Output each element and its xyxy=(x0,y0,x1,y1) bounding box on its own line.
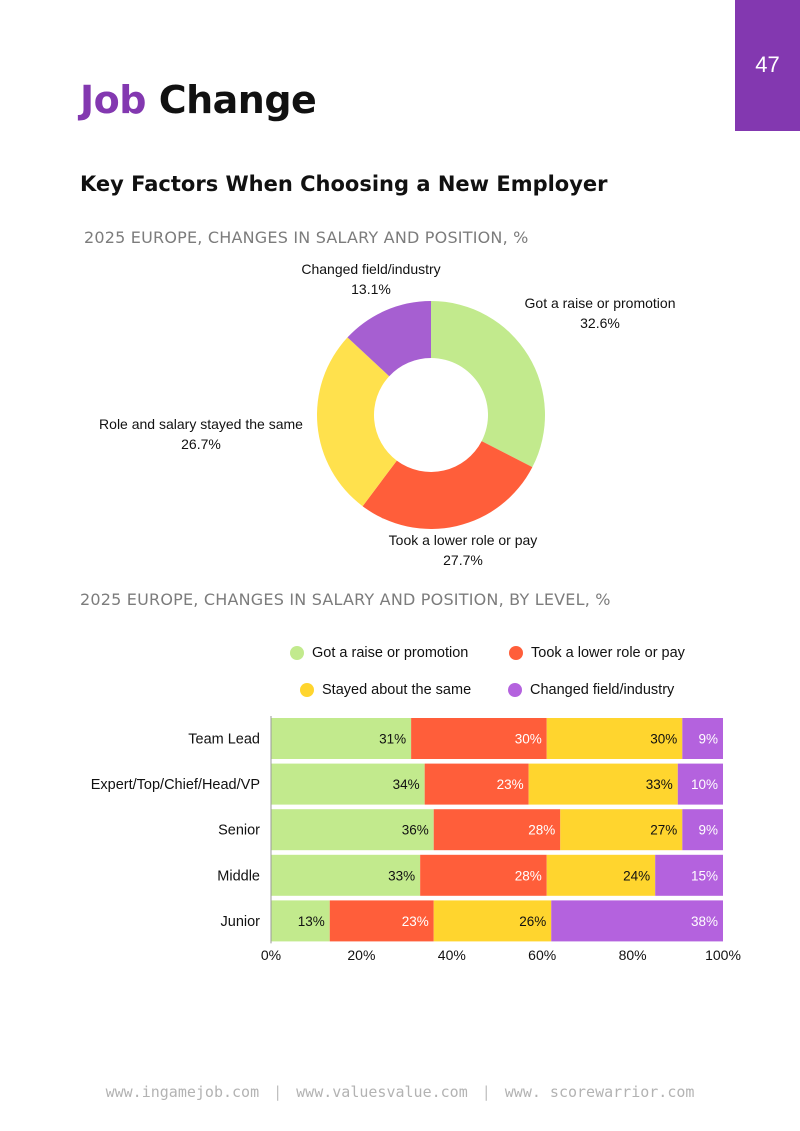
bar-segment-raise xyxy=(271,718,412,759)
bar-segment-changed xyxy=(677,763,723,805)
legend-item-same: Stayed about the same xyxy=(300,682,471,698)
x-tick-label: 20% xyxy=(347,947,375,963)
bar-segment-raise xyxy=(271,854,421,896)
legend-label-changed: Changed field/industry xyxy=(530,682,675,698)
bar-value-label: 10% xyxy=(691,777,718,792)
footer-link-ingamejob[interactable]: www.ingamejob.com xyxy=(105,1083,260,1101)
donut-value-raise: 32.6% xyxy=(580,315,620,331)
donut-slice-same xyxy=(317,337,397,507)
row-label: Team Lead xyxy=(188,732,260,748)
x-tick-label: 60% xyxy=(528,947,556,963)
bar-value-label: 23% xyxy=(497,777,524,792)
bar-segment-lower xyxy=(424,763,529,805)
footer-link-scorewarrior[interactable]: www. scorewarrior.com xyxy=(504,1083,695,1101)
bar-segment-lower xyxy=(411,718,547,759)
footer-separator: | xyxy=(273,1083,283,1101)
bar-segment-raise xyxy=(271,809,434,851)
bar-value-label: 28% xyxy=(528,823,555,838)
bar-segment-same xyxy=(546,718,683,759)
bar-segment-same xyxy=(560,809,683,851)
legend-dot-same-icon xyxy=(300,683,314,697)
row-label: Senior xyxy=(218,823,260,839)
bar-value-label: 30% xyxy=(650,732,677,747)
bar-segment-lower xyxy=(433,809,561,851)
bar-segment-same xyxy=(433,900,552,942)
donut-label-changed: Changed field/industry xyxy=(301,261,440,277)
bar-value-label: 33% xyxy=(388,868,415,883)
row-label: Expert/Top/Chief/Head/VP xyxy=(91,777,260,793)
legend-item-changed: Changed field/industry xyxy=(508,682,674,698)
page-number-tab: 47 xyxy=(735,0,800,131)
donut-value-same: 26.7% xyxy=(181,436,221,452)
bar-segment-raise xyxy=(271,900,330,942)
bar-segment-raise xyxy=(271,763,425,805)
donut-chart: Got a raise or promotion 32.6% Took a lowe… xyxy=(99,261,676,568)
title-word-job: Job xyxy=(80,78,146,122)
row-label: Middle xyxy=(217,868,260,884)
bar-value-label: 34% xyxy=(393,777,420,792)
bar-value-label: 24% xyxy=(623,868,650,883)
legend-label-lower: Took a lower role or pay xyxy=(531,645,685,661)
bar-value-label: 31% xyxy=(379,732,406,747)
bar-segment-changed xyxy=(682,809,723,851)
donut-label-lower: Took a lower role or pay xyxy=(389,532,538,548)
legend-label-same: Stayed about the same xyxy=(322,682,472,698)
x-tick-label: 0% xyxy=(261,947,281,963)
bar-value-label: 30% xyxy=(515,732,542,747)
bar-segment-lower xyxy=(329,900,434,942)
bar-value-label: 9% xyxy=(698,732,718,747)
x-tick-label: 80% xyxy=(619,947,647,963)
bar-segment-lower xyxy=(420,854,547,896)
bar-value-label: 27% xyxy=(650,823,677,838)
bar-value-label: 15% xyxy=(691,868,718,883)
bar-value-label: 33% xyxy=(646,777,673,792)
section-subtitle: Key Factors When Choosing a New Employer xyxy=(80,172,608,196)
footer-separator: | xyxy=(481,1083,491,1101)
donut-value-changed: 13.1% xyxy=(351,281,391,297)
bar-segment-changed xyxy=(682,718,723,759)
bar-segment-same xyxy=(528,763,678,805)
bar-value-label: 13% xyxy=(298,914,325,929)
footer-link-valuesvalue[interactable]: www.valuesvalue.com xyxy=(296,1083,468,1101)
donut-chart-caption: 2025 EUROPE, CHANGES IN SALARY AND POSIT… xyxy=(84,228,529,247)
donut-label-same: Role and salary stayed the same xyxy=(99,416,303,432)
title-word-change: Change xyxy=(158,78,317,122)
bar-segment-changed xyxy=(551,900,723,942)
donut-label-raise: Got a raise or promotion xyxy=(525,295,676,311)
footer: www.ingamejob.com | www.valuesvalue.com | ww… xyxy=(0,1083,800,1101)
donut-slice-changed xyxy=(347,301,431,377)
legend-label-raise: Got a raise or promotion xyxy=(312,645,469,661)
donut-slice-raise xyxy=(431,301,545,468)
legend-item-lower: Took a lower role or pay xyxy=(509,645,685,661)
bar-value-label: 36% xyxy=(402,823,429,838)
bar-segment-changed xyxy=(655,854,723,896)
row-label: Junior xyxy=(221,914,261,930)
bar-value-label: 23% xyxy=(402,914,429,929)
bar-chart-caption: 2025 EUROPE, CHANGES IN SALARY AND POSIT… xyxy=(80,590,611,609)
legend-dot-raise-icon xyxy=(290,646,304,660)
donut-value-lower: 27.7% xyxy=(443,552,483,568)
x-tick-label: 40% xyxy=(438,947,466,963)
bar-value-label: 9% xyxy=(698,823,718,838)
page-title: Job Change xyxy=(80,78,317,122)
donut-slice-lower xyxy=(362,441,533,529)
x-tick-label: 100% xyxy=(705,947,741,963)
legend-dot-lower-icon xyxy=(509,646,523,660)
bar-value-label: 38% xyxy=(691,914,718,929)
page-number: 47 xyxy=(755,52,780,77)
legend-dot-changed-icon xyxy=(508,683,522,697)
bar-value-label: 26% xyxy=(519,914,546,929)
legend-item-raise: Got a raise or promotion xyxy=(290,645,468,661)
bar-segment-same xyxy=(546,854,656,896)
bar-value-label: 28% xyxy=(515,868,542,883)
